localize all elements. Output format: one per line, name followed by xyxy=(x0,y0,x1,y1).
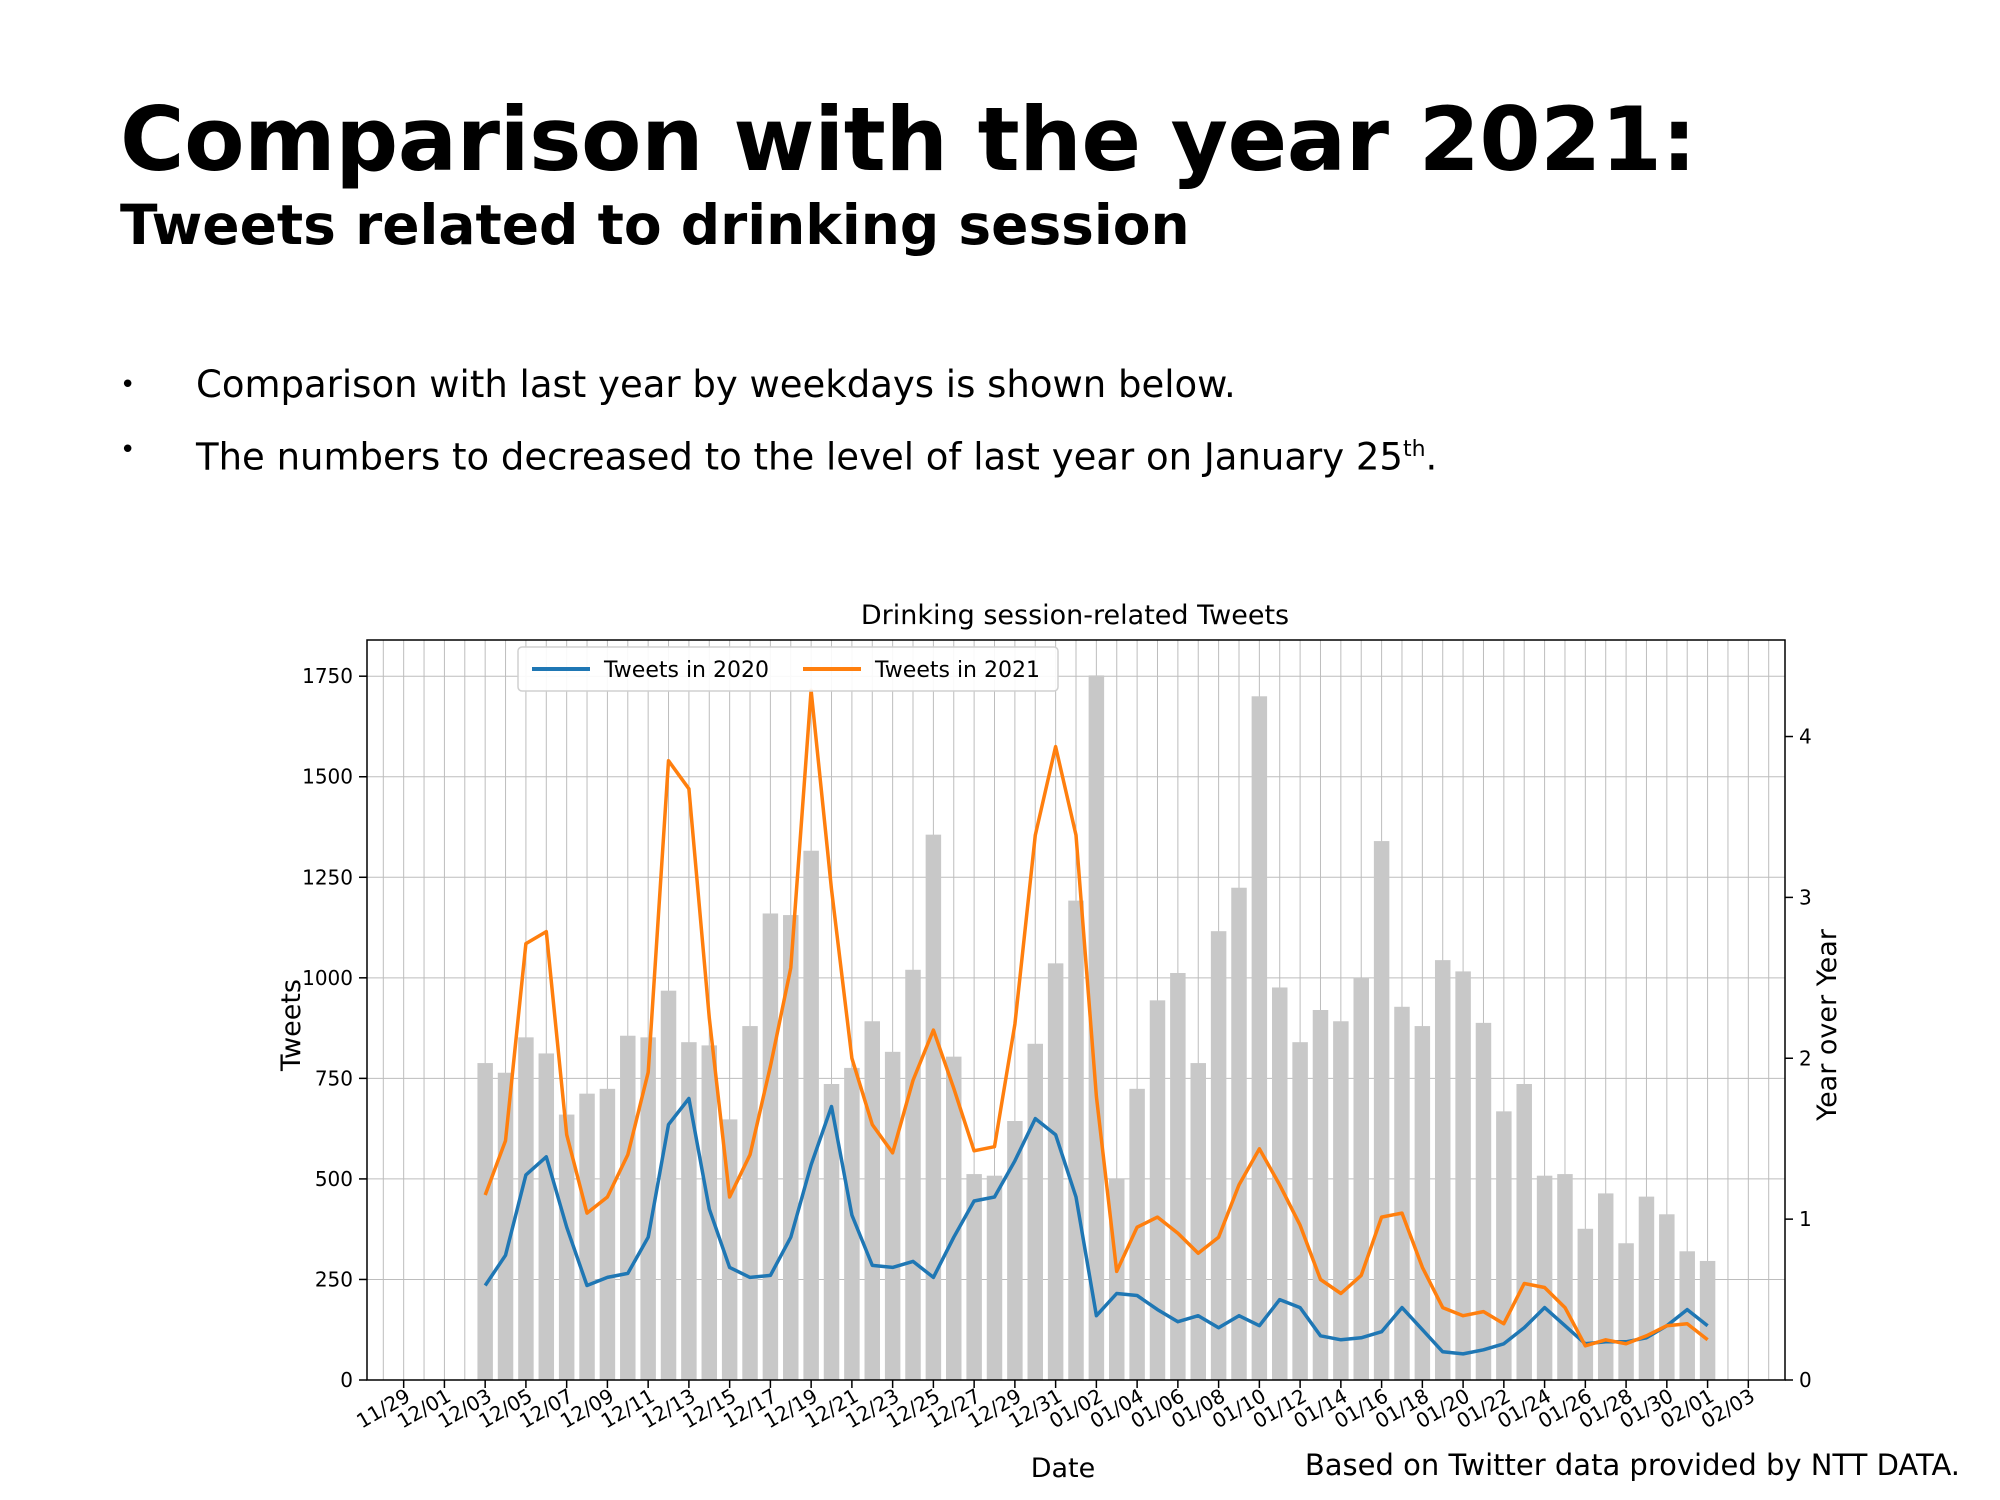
bar-year-over-year xyxy=(1007,1121,1023,1380)
bar-year-over-year xyxy=(1475,1022,1492,1380)
bar-year-over-year xyxy=(1414,1026,1431,1380)
bullet-item: • Comparison with last year by weekdays … xyxy=(120,360,1437,410)
y-tick-label: 1250 xyxy=(302,865,353,889)
source-note: Based on Twitter data provided by NTT DA… xyxy=(1304,1448,1960,1482)
bar-year-over-year xyxy=(681,1042,697,1380)
bar-year-over-year xyxy=(1190,1063,1206,1380)
bar-year-over-year xyxy=(1536,1175,1553,1380)
series-line-tweets-in-2021 xyxy=(483,688,1709,1348)
bar-year-over-year xyxy=(1618,1243,1634,1380)
bar-year-over-year xyxy=(1353,977,1369,1380)
y-tick-label: 500 xyxy=(315,1167,353,1191)
y-tick-label: 1750 xyxy=(302,664,353,688)
y-tick-label: 750 xyxy=(315,1066,353,1090)
y-tick-label: 0 xyxy=(340,1368,353,1392)
series-line-tweets-in-2020 xyxy=(483,1096,1709,1356)
bar-year-over-year xyxy=(946,1056,962,1380)
bar-year-over-year xyxy=(884,1051,901,1380)
bar-year-over-year xyxy=(558,1114,575,1380)
bullet-superscript: th xyxy=(1402,437,1426,462)
bar-year-over-year xyxy=(599,1088,616,1380)
y-right-tick-label: 4 xyxy=(1799,725,1812,749)
bar-year-over-year xyxy=(1434,960,1451,1380)
bar-year-over-year xyxy=(1577,1228,1594,1380)
y-right-tick-label: 3 xyxy=(1799,885,1812,909)
bar-year-over-year xyxy=(1047,963,1064,1380)
y-tick-label: 250 xyxy=(315,1267,353,1291)
bar-year-over-year xyxy=(783,915,799,1380)
y-tick-label: 1500 xyxy=(302,765,353,789)
legend-label: Tweets in 2021 xyxy=(874,658,1040,683)
bar-year-over-year xyxy=(640,1037,656,1380)
bullet-dot-icon: • xyxy=(120,370,136,400)
bar-year-over-year xyxy=(966,1174,982,1380)
bar-year-over-year xyxy=(1597,1193,1614,1380)
y-right-axis-label: Year over Year xyxy=(1812,928,1843,1122)
legend-label: Tweets in 2020 xyxy=(603,658,769,683)
bar-year-over-year xyxy=(864,1021,881,1380)
bar-year-over-year xyxy=(1333,1021,1349,1380)
bar-year-over-year xyxy=(905,969,921,1380)
slide-title: Comparison with the year 2021: xyxy=(120,88,1697,191)
bar-year-over-year xyxy=(620,1035,636,1380)
bar-year-over-year xyxy=(1516,1084,1532,1380)
chart-title: Drinking session-related Tweets xyxy=(861,600,1289,631)
bar-year-over-year xyxy=(1129,1088,1145,1380)
bar-year-over-year xyxy=(1231,887,1247,1380)
y-right-tick-label: 2 xyxy=(1799,1046,1812,1070)
bar-year-over-year xyxy=(1068,900,1084,1380)
bar-year-over-year xyxy=(721,1119,738,1380)
bar-year-over-year xyxy=(1088,675,1105,1380)
bar-year-over-year xyxy=(518,1037,534,1380)
y-right-tick-label: 1 xyxy=(1799,1207,1812,1231)
bullet-text: Comparison with last year by weekdays is… xyxy=(196,363,1236,406)
bar-year-over-year xyxy=(1455,971,1471,1380)
bar-year-over-year xyxy=(1373,841,1390,1380)
bar-year-over-year xyxy=(823,1084,840,1380)
bar-year-over-year xyxy=(660,990,677,1380)
bar-year-over-year xyxy=(1699,1260,1716,1380)
bar-year-over-year xyxy=(1149,1000,1166,1380)
bar-year-over-year xyxy=(1638,1196,1655,1380)
bar-year-over-year xyxy=(1394,1006,1410,1380)
bar-year-over-year xyxy=(803,850,819,1380)
bar-year-over-year xyxy=(579,1093,595,1380)
bullet-list: • Comparison with last year by weekdays … xyxy=(120,360,1437,490)
bullet-dot-icon: • xyxy=(120,435,136,465)
bullet-suffix: . xyxy=(1425,435,1438,479)
bar-year-over-year xyxy=(497,1072,514,1380)
y-tick-label: 1000 xyxy=(302,966,353,990)
bar-year-over-year xyxy=(1027,1043,1043,1380)
bar-year-over-year xyxy=(742,1026,758,1380)
bar-year-over-year xyxy=(844,1067,860,1380)
bar-year-over-year xyxy=(1170,973,1186,1380)
bar-year-over-year xyxy=(925,834,942,1380)
bar-year-over-year xyxy=(986,1175,1003,1380)
bullet-text: The numbers to decreased to the level of… xyxy=(196,435,1403,479)
plot-frame xyxy=(366,639,1786,1381)
bar-year-over-year xyxy=(1109,1178,1125,1380)
x-axis-label: Date xyxy=(1031,1453,1096,1484)
chart-plot-area: 025050075010001250150017500123411/2912/0… xyxy=(302,639,1812,1433)
bar-year-over-year xyxy=(477,1063,493,1380)
bar-year-over-year xyxy=(1210,931,1227,1380)
y-right-tick-label: 0 xyxy=(1799,1368,1812,1392)
y-axis-label: Tweets xyxy=(276,979,307,1072)
bar-year-over-year xyxy=(762,913,779,1380)
bar-year-over-year xyxy=(1659,1214,1675,1380)
bullet-item: • The numbers to decreased to the level … xyxy=(120,425,1438,479)
bar-year-over-year xyxy=(1679,1251,1695,1380)
bar-year-over-year xyxy=(1312,1010,1329,1380)
bar-year-over-year xyxy=(538,1053,555,1380)
bar-year-over-year xyxy=(1251,696,1268,1380)
bar-year-over-year xyxy=(1557,1174,1573,1380)
bar-year-over-year xyxy=(1292,1042,1308,1380)
legend-box xyxy=(517,646,1059,692)
slide-subtitle: Tweets related to drinking session xyxy=(120,193,1190,257)
